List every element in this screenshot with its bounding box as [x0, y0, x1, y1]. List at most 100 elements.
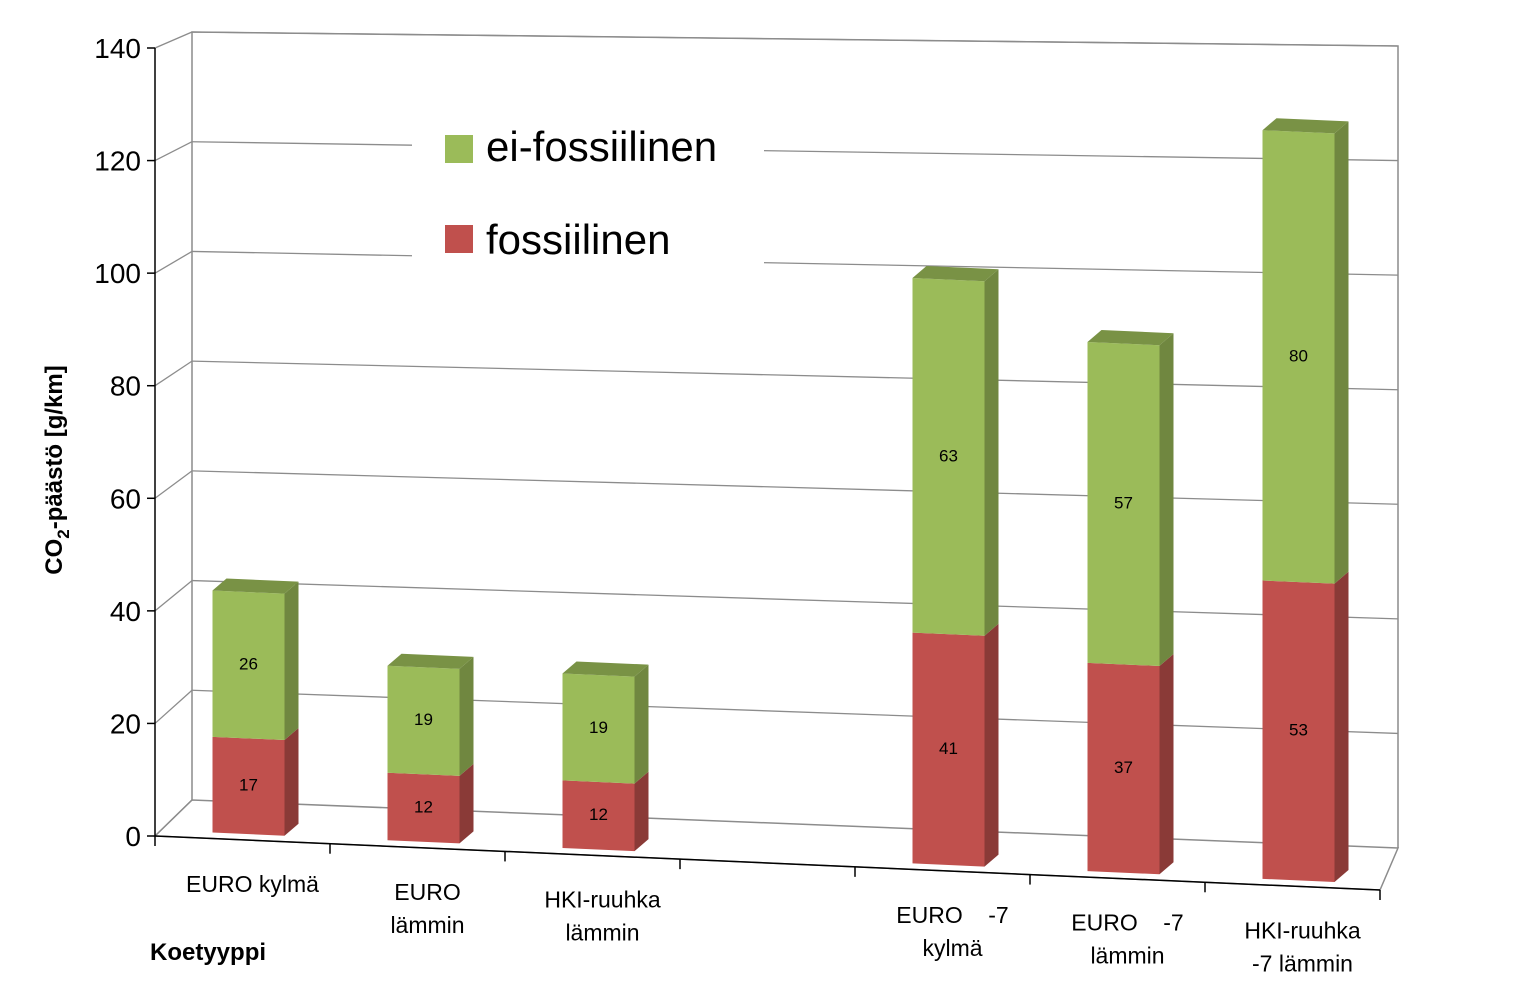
side-gridline [154, 799, 193, 837]
category-label: EURO kylmä [186, 871, 319, 897]
side-gridline [154, 580, 193, 612]
bar-side [1159, 333, 1174, 667]
chart-walls [153, 31, 1400, 891]
bar-segment-fossiilinen: 41 [912, 623, 999, 867]
data-label: 26 [239, 655, 258, 674]
bar-segment-ei-fossiilinen: 63 [912, 266, 999, 636]
y-axis-title: CO2-päästö [g/km] [41, 365, 73, 574]
bar-side [634, 771, 649, 852]
data-label: 12 [589, 805, 608, 824]
bar-side [1334, 571, 1349, 882]
y-tick-labels: 0 20 40 60 80 100 120 140 [94, 33, 141, 852]
bar-side [459, 656, 474, 776]
category-label-line: lämmin [390, 912, 464, 938]
gridline [191, 579, 1399, 620]
x-axis-line [154, 835, 1381, 891]
side-gridline [154, 250, 193, 274]
y-tick-label: 80 [110, 371, 141, 402]
bar-side [284, 728, 299, 836]
bar-segment-fossiilinen: 53 [1262, 571, 1349, 882]
bar-front [1087, 342, 1160, 667]
y-axis-title-co: CO [41, 539, 68, 575]
gridline [191, 141, 1399, 162]
bar-front [562, 780, 635, 852]
bar-side [634, 664, 649, 784]
category-label-line: EURO -7 [896, 902, 1008, 928]
bar-segment-fossiilinen: 37 [1087, 654, 1174, 875]
data-label: 19 [414, 710, 433, 729]
bars: 17 26 12 19 12 19 41 63 37 57 53 80 [212, 118, 1349, 882]
bar-segment-ei-fossiilinen: 26 [212, 578, 299, 741]
category-label: HKI-ruuhka lämmin [544, 887, 661, 946]
y-tick-label: 120 [94, 146, 141, 177]
category-label: EURO lämmin [390, 879, 464, 938]
category-label-line: EURO [394, 879, 460, 905]
bar-front [387, 772, 460, 844]
side-gridline [154, 31, 193, 49]
gridline [191, 250, 1399, 276]
bar-front [562, 673, 635, 784]
bar-segment-fossiilinen: 12 [562, 771, 649, 852]
bar-side [984, 269, 999, 636]
bar-front [387, 665, 460, 776]
category-label-line: kylmä [922, 935, 982, 961]
bar-side [284, 581, 299, 741]
bar-side [1159, 654, 1174, 875]
gridline [191, 689, 1399, 735]
axes [147, 47, 1381, 900]
floor [153, 799, 1400, 891]
side-gridline [154, 470, 193, 499]
data-label: 17 [239, 776, 258, 795]
bar-segment-ei-fossiilinen: 57 [1087, 330, 1174, 667]
bar-segment-ei-fossiilinen: 19 [387, 653, 474, 776]
bar-side [1334, 121, 1349, 584]
category-label-line: -7 lämmin [1252, 950, 1353, 976]
bar-top [1087, 330, 1174, 346]
bar-front [212, 590, 285, 741]
side-gridline [154, 360, 193, 387]
gridline [191, 31, 1399, 47]
bar-front [1262, 130, 1335, 584]
legend-label-ei-fossiilinen: ei-fossiilinen [486, 123, 717, 170]
back-wall-frame [191, 31, 1399, 848]
category-label: EURO -7 kylmä [896, 902, 1008, 961]
bar-side [984, 623, 999, 867]
legend-swatch-ei-fossiilinen [445, 135, 473, 163]
category-label-line: lämmin [565, 920, 639, 946]
bar-front [1262, 580, 1335, 882]
category-label-line: lämmin [1090, 943, 1164, 969]
bar-top [912, 266, 999, 282]
bar-top [387, 653, 474, 669]
category-label: EURO -7 lämmin [1071, 910, 1183, 969]
y-axis-title-rest: -päästö [g/km] [41, 365, 68, 529]
y-tick-label: 60 [110, 483, 141, 514]
category-label-line: EURO kylmä [186, 871, 319, 897]
category-label: HKI-ruuhka -7 lämmin [1244, 917, 1361, 976]
bar-front [212, 736, 285, 836]
category-label-line: HKI-ruuhka [544, 887, 661, 913]
data-label: 53 [1289, 721, 1308, 740]
data-label: 37 [1114, 758, 1133, 777]
bar-top [212, 578, 299, 594]
y-axis-title-subscript: 2 [54, 529, 73, 538]
data-label: 57 [1114, 493, 1133, 512]
legend-label-fossiilinen: fossiilinen [486, 216, 670, 263]
bar-segment-ei-fossiilinen: 80 [1262, 118, 1349, 584]
side-gridline [154, 689, 193, 724]
category-label-line: EURO -7 [1071, 910, 1183, 936]
gridline [191, 360, 1399, 391]
data-label: 41 [939, 739, 958, 758]
data-label: 80 [1289, 346, 1308, 365]
bar-segment-fossiilinen: 17 [212, 728, 299, 836]
data-label: 19 [589, 718, 608, 737]
gridline [191, 470, 1399, 505]
bar-top [1262, 118, 1349, 134]
gridlines [154, 31, 1399, 837]
bar-side [459, 763, 474, 844]
data-label: 12 [414, 797, 433, 816]
x-axis-title: Koetyyppi [150, 939, 266, 966]
data-label: 63 [939, 446, 958, 465]
bar-segment-ei-fossiilinen: 19 [562, 661, 649, 784]
